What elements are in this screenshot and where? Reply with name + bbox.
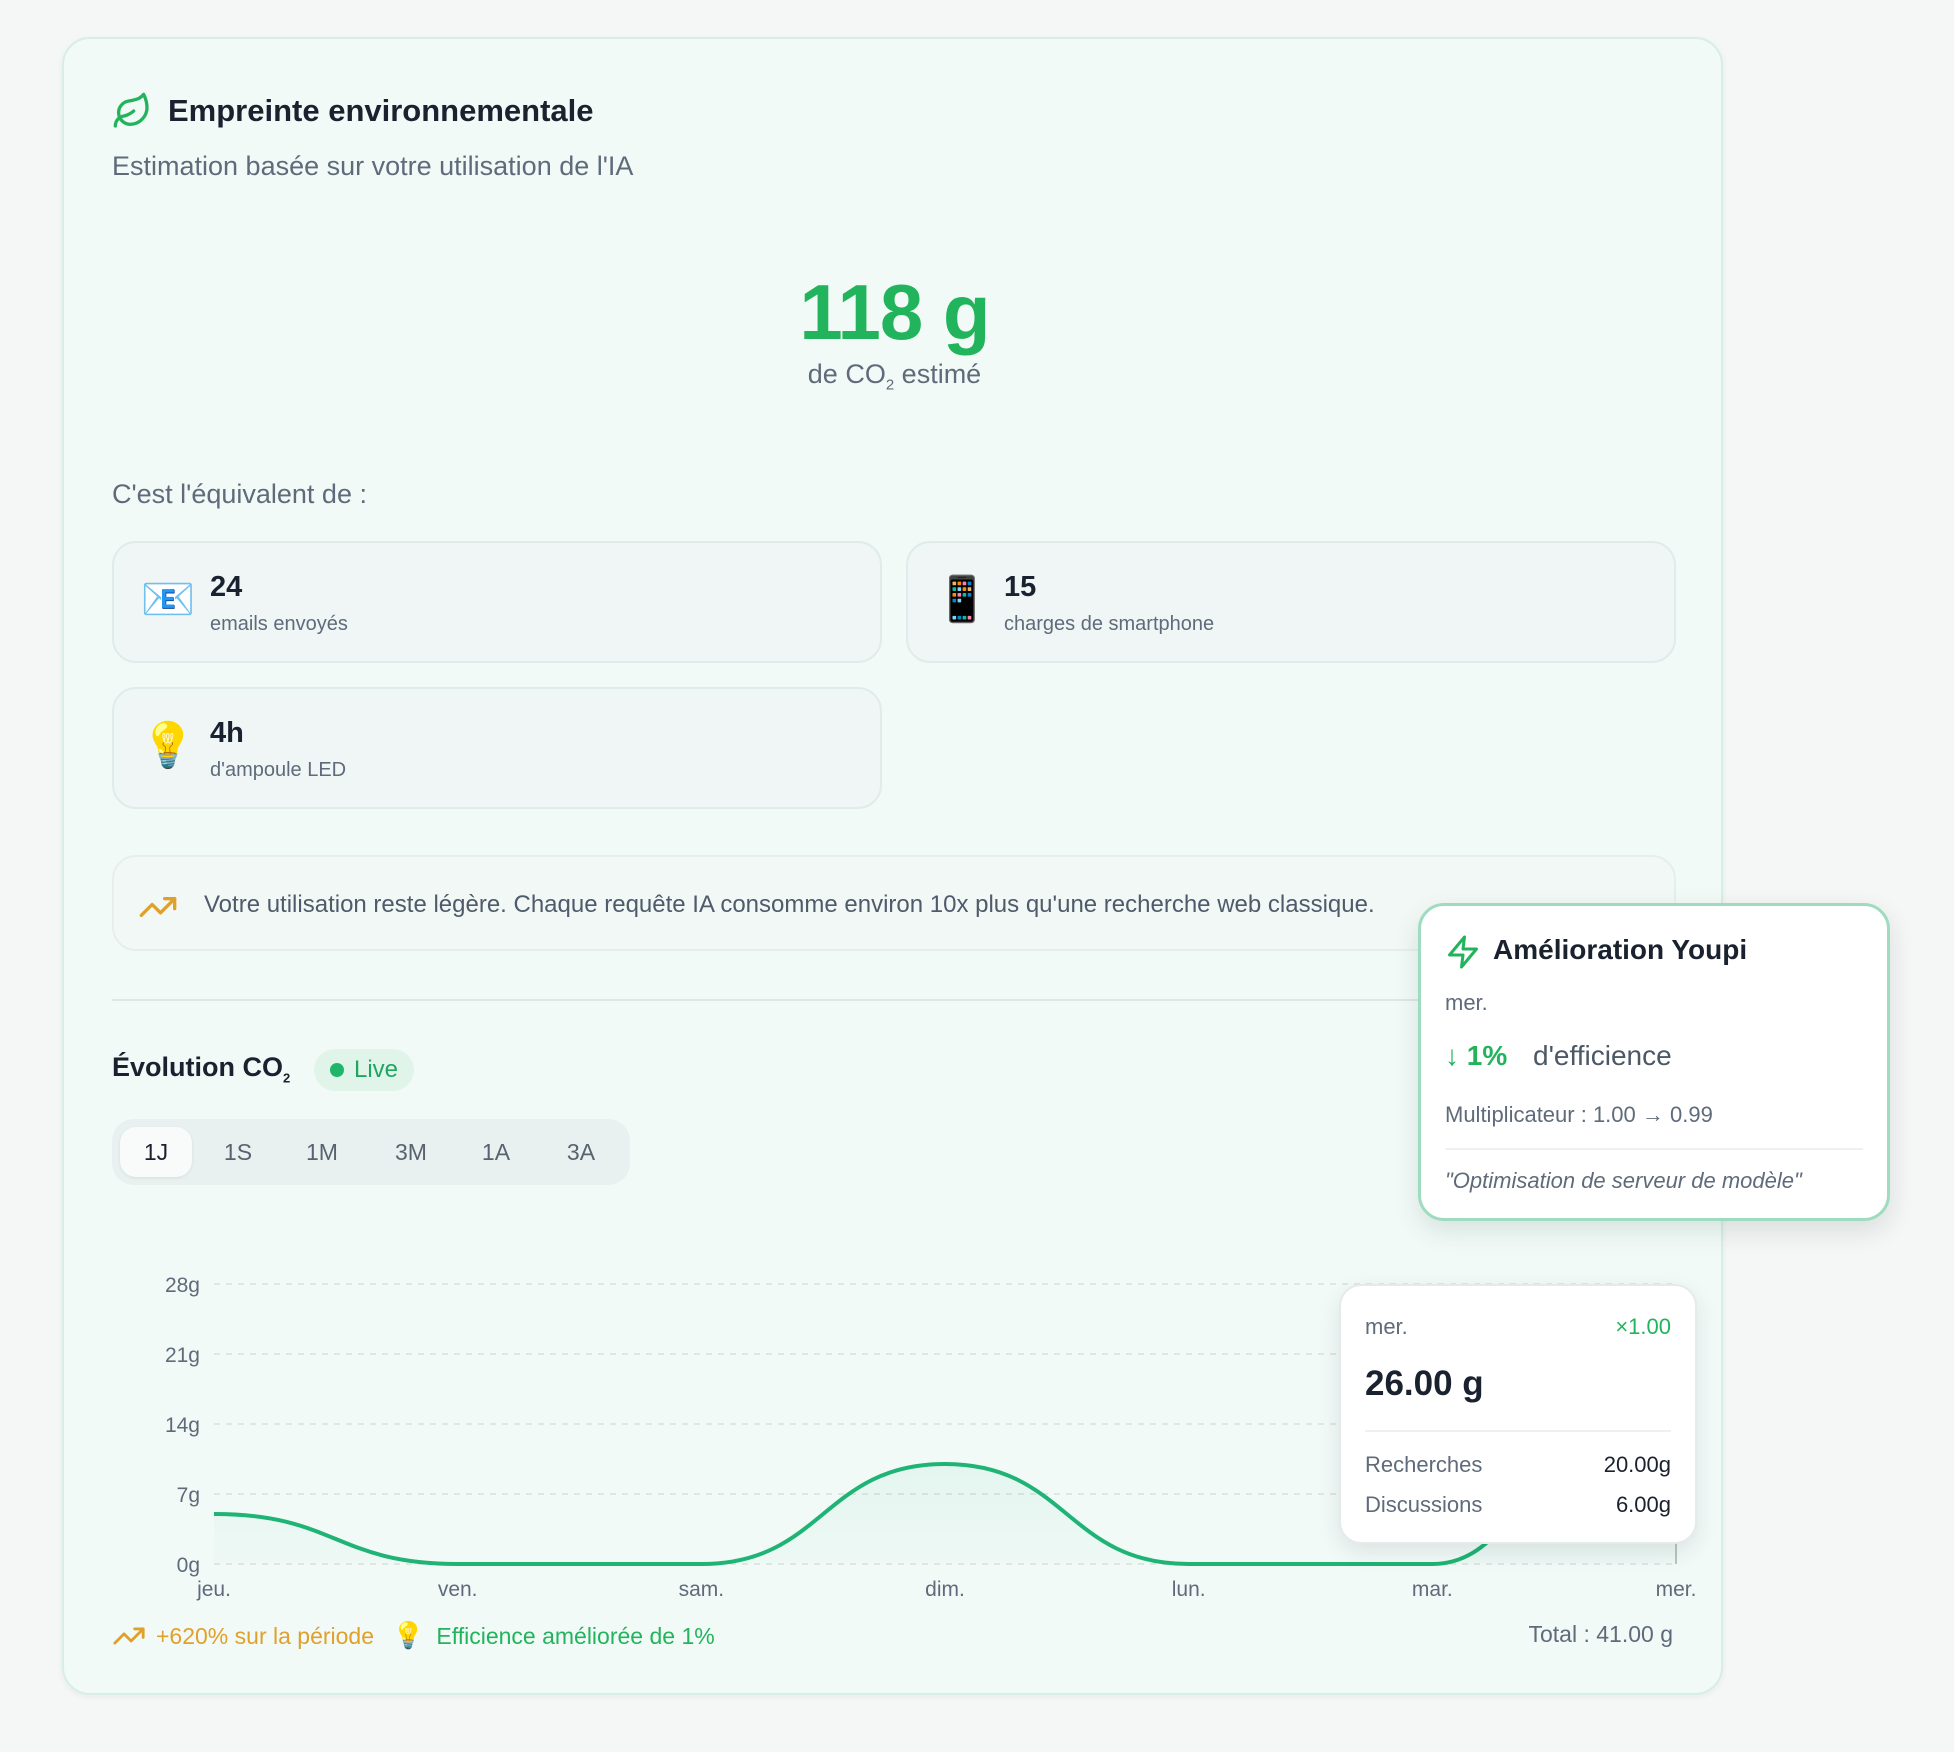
tooltip-row-value: 20.00g	[1603, 1452, 1671, 1477]
usage-note-text: Votre utilisation reste légère. Chaque r…	[204, 891, 1375, 918]
co2-total-caption: de CO2 estimé	[807, 359, 982, 394]
time-range-selector: 1J 1S 1M 3M 1A 3A	[112, 1119, 630, 1185]
x-tick-label: dim.	[925, 1578, 965, 1601]
chart-tooltip: mer. ×1.00 26.00 g Recherches 20.00g Dis…	[1339, 1284, 1697, 1544]
section-divider	[112, 999, 1676, 1001]
card-subtitle: Estimation basée sur votre utilisation d…	[112, 151, 634, 181]
y-tick-label: 14g	[165, 1414, 200, 1437]
range-1a-button[interactable]: 1A	[481, 1139, 511, 1165]
popup-quote: "Optimisation de serveur de modèle"	[1445, 1168, 1802, 1193]
trending-up-icon	[139, 897, 177, 917]
range-1j-button[interactable]: 1J	[120, 1127, 192, 1177]
tooltip-value: 26.00 g	[1365, 1364, 1484, 1403]
usage-note: Votre utilisation reste légère. Chaque r…	[112, 855, 1676, 951]
range-3m-button[interactable]: 3M	[395, 1139, 427, 1165]
tooltip-row-value: 6.00g	[1615, 1492, 1671, 1517]
efficiency-drop-label: d'efficience	[1533, 1040, 1672, 1071]
email-icon: 📧	[140, 574, 196, 625]
equivalent-value: 24	[210, 571, 243, 603]
range-1s-button[interactable]: 1S	[223, 1139, 253, 1165]
efficiency-drop: ↓ 1%	[1445, 1040, 1508, 1071]
leaf-icon	[113, 92, 149, 128]
equivalent-label: emails envoyés	[210, 613, 348, 635]
equivalent-emails-tile: 📧 24 emails envoyés	[112, 541, 882, 663]
equivalent-label: charges de smartphone	[1004, 613, 1215, 635]
equivalents-label: C'est l'équivalent de :	[112, 479, 367, 509]
period-trend: +620% sur la période	[156, 1622, 375, 1649]
popup-day: mer.	[1445, 990, 1488, 1015]
card-title: Empreinte environnementale	[168, 93, 594, 128]
environmental-footprint-card: Empreinte environnementale Estimation ba…	[62, 37, 1723, 1695]
popup-multiplier: Multiplicateur : 1.00 → 0.99	[1445, 1102, 1713, 1127]
y-tick-label: 7g	[177, 1484, 200, 1507]
x-tick-label: lun.	[1172, 1578, 1206, 1601]
efficiency-improvement: Efficience améliorée de 1%	[436, 1622, 715, 1649]
improvement-popup: Amélioration Youpi mer. ↓ 1% d'efficienc…	[1418, 903, 1890, 1221]
smartphone-icon: 📱	[934, 574, 990, 625]
lightbulb-icon: 💡	[392, 1621, 425, 1651]
tooltip-row-label: Recherches	[1365, 1452, 1483, 1477]
x-tick-label: sam.	[679, 1578, 725, 1601]
tooltip-multiplier: ×1.00	[1615, 1314, 1671, 1339]
x-tick-label: ven.	[438, 1578, 478, 1601]
live-badge: Live	[314, 1049, 415, 1091]
y-tick-label: 28g	[165, 1274, 200, 1297]
range-1m-button[interactable]: 1M	[306, 1139, 338, 1165]
tooltip-divider	[1365, 1430, 1671, 1432]
equivalent-label: d'ampoule LED	[210, 759, 347, 781]
range-3a-button[interactable]: 3A	[566, 1139, 596, 1165]
lightning-icon	[1448, 935, 1478, 969]
co2-total-value: 118 g	[799, 268, 990, 356]
y-tick-label: 0g	[177, 1554, 200, 1577]
chart-footer-stats: +620% sur la période 💡 Efficience amélio…	[112, 1619, 715, 1653]
tooltip-row-label: Discussions	[1365, 1492, 1483, 1517]
evolution-title: Évolution CO2	[112, 1052, 291, 1086]
popup-title: Amélioration Youpi	[1493, 934, 1748, 965]
x-tick-label: jeu.	[196, 1578, 231, 1601]
series-line	[213, 1302, 1677, 1566]
equivalent-value: 15	[1004, 571, 1037, 603]
y-tick-label: 21g	[165, 1344, 200, 1367]
x-tick-label: mer.	[1656, 1578, 1697, 1601]
popup-divider	[1445, 1148, 1863, 1150]
trending-up-icon	[113, 1627, 145, 1645]
x-tick-label: mar.	[1412, 1578, 1453, 1601]
lightbulb-icon: 💡	[140, 720, 196, 771]
period-total: Total : 41.00 g	[1528, 1621, 1674, 1647]
tooltip-day: mer.	[1365, 1314, 1408, 1339]
equivalent-led-tile: 💡 4h d'ampoule LED	[112, 687, 882, 809]
equivalent-value: 4h	[210, 717, 244, 749]
equivalent-smartphone-tile: 📱 15 charges de smartphone	[906, 541, 1676, 663]
card-header: Empreinte environnementale	[112, 91, 594, 131]
